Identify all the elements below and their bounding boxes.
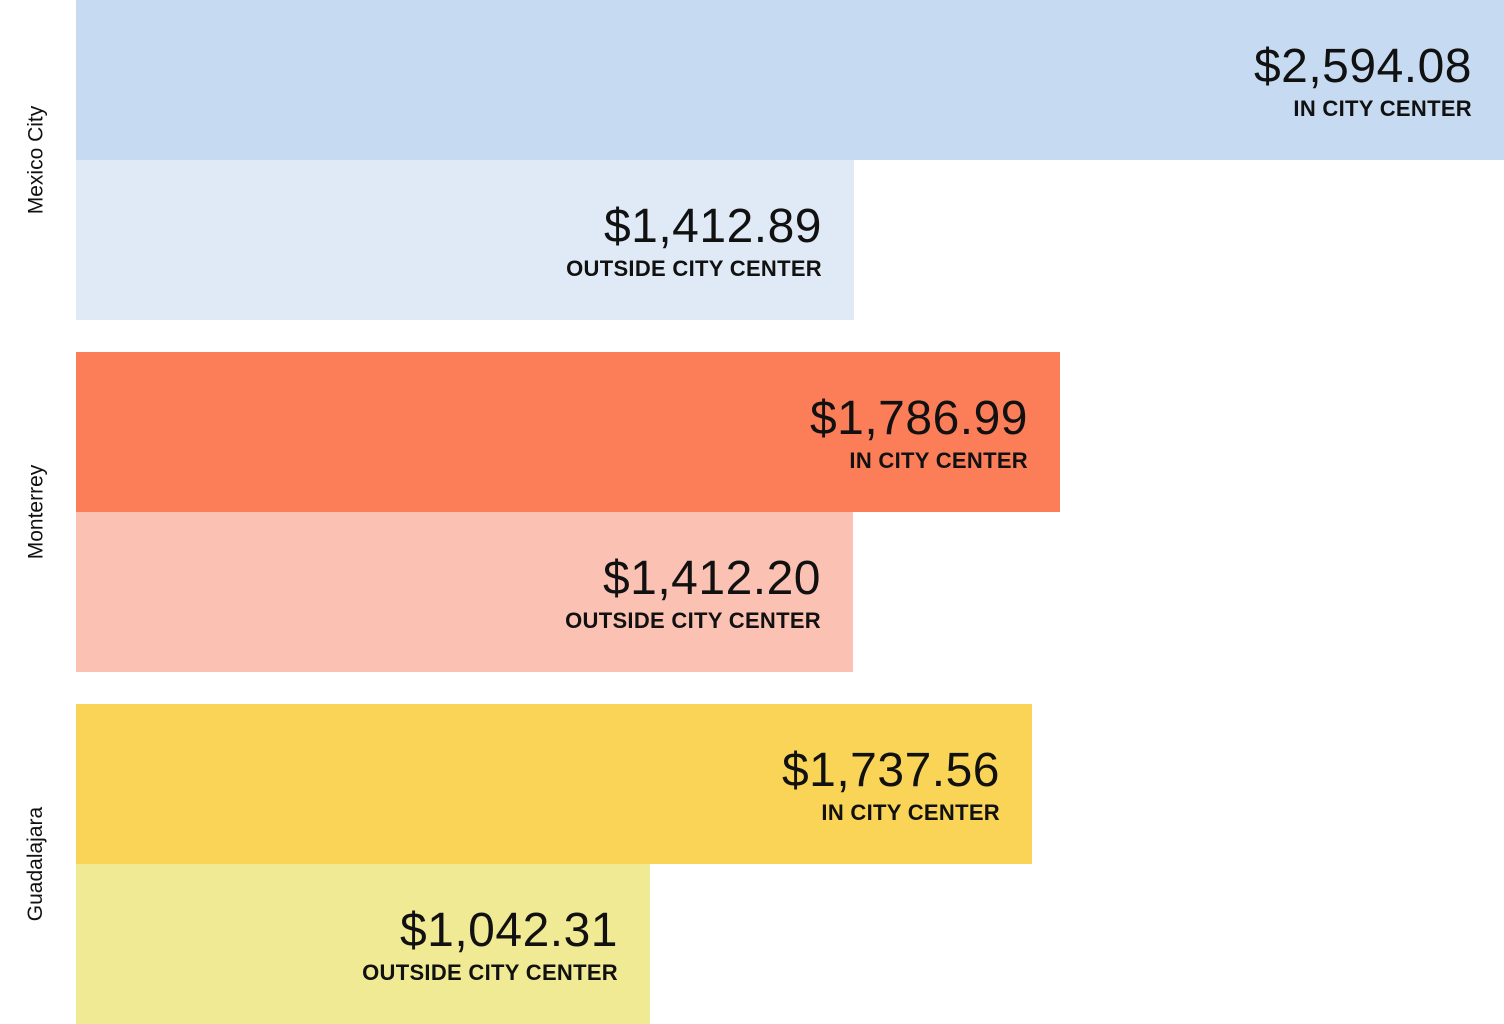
bar-label-group: $1,737.56 IN CITY CENTER xyxy=(782,704,1000,864)
city-label: Mexico City xyxy=(0,0,72,320)
bar: $1,786.99 IN CITY CENTER xyxy=(76,352,1060,512)
city-label-text: Guadalajara xyxy=(24,806,48,922)
bar: $1,412.89 OUTSIDE CITY CENTER xyxy=(76,160,854,320)
bar: $1,042.31 OUTSIDE CITY CENTER xyxy=(76,864,650,1024)
bar-value-label: $1,412.20 xyxy=(602,552,821,605)
bar-label-group: $2,594.08 IN CITY CENTER xyxy=(1254,0,1472,160)
bar-label-group: $1,412.20 OUTSIDE CITY CENTER xyxy=(565,512,821,672)
bar-label-group: $1,412.89 OUTSIDE CITY CENTER xyxy=(566,160,822,320)
bar-caption-label: OUTSIDE CITY CENTER xyxy=(565,608,821,633)
city-label-text: Mexico City xyxy=(24,105,47,215)
city-label: Monterrey xyxy=(0,352,72,672)
bar-label-group: $1,042.31 OUTSIDE CITY CENTER xyxy=(362,864,618,1024)
bar: $1,412.20 OUTSIDE CITY CENTER xyxy=(76,512,853,672)
bar-caption-label: OUTSIDE CITY CENTER xyxy=(362,960,618,985)
bar-caption-label: IN CITY CENTER xyxy=(821,800,1000,825)
city-label-text: Monterrey xyxy=(24,464,47,560)
bar-value-label: $1,412.89 xyxy=(603,200,822,253)
bar-value-label: $1,042.31 xyxy=(399,904,618,957)
city-label: Guadalajara xyxy=(0,704,72,1024)
bar: $2,594.08 IN CITY CENTER xyxy=(76,0,1504,160)
bar-value-label: $2,594.08 xyxy=(1253,40,1472,93)
bar-caption-label: IN CITY CENTER xyxy=(1293,96,1472,121)
bar-caption-label: OUTSIDE CITY CENTER xyxy=(566,256,822,281)
bar-label-group: $1,786.99 IN CITY CENTER xyxy=(810,352,1028,512)
bar-value-label: $1,737.56 xyxy=(781,744,1000,797)
bar-value-label: $1,786.99 xyxy=(809,392,1028,445)
bar-caption-label: IN CITY CENTER xyxy=(849,448,1028,473)
bar: $1,737.56 IN CITY CENTER xyxy=(76,704,1032,864)
